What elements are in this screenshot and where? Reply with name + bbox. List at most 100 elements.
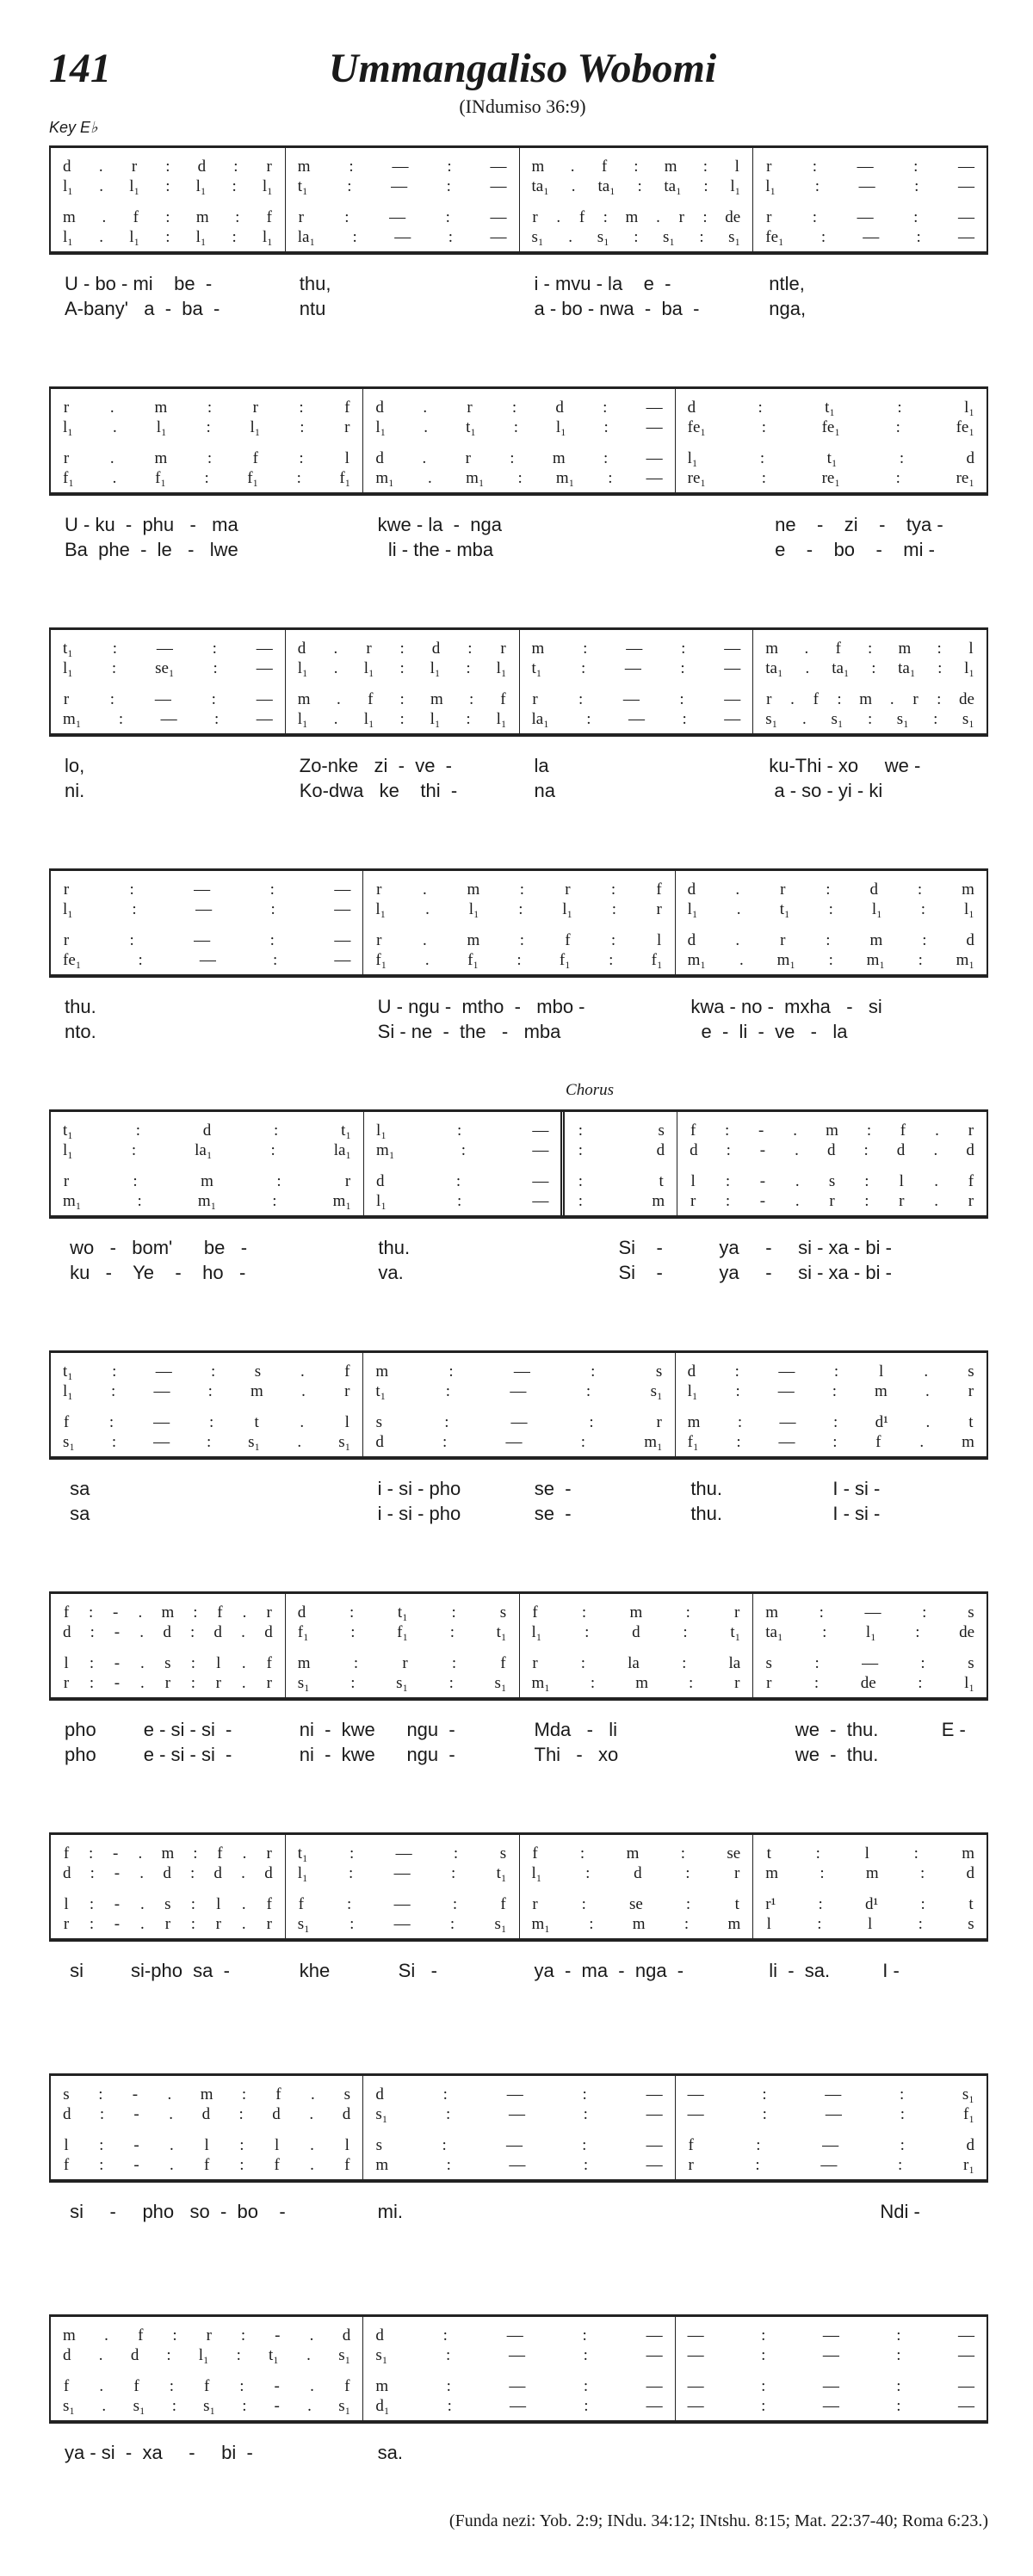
bass-line: l₁. l₁: l₁: l₁: [298, 711, 507, 728]
note: la₁: [195, 1141, 213, 1159]
note: —: [624, 659, 641, 677]
alto-line: m₁: —: [376, 1142, 548, 1159]
tenor-line: r. m: f: l: [63, 450, 350, 467]
beat-separator: :: [270, 1141, 275, 1159]
alto-line: :d: [577, 1142, 665, 1159]
staff-box: d. r: d: r l₁. l₁: l₁: l₁ m. f: m: f l₁. l₁: l₁: l₁ m: —:…: [49, 145, 988, 255]
beat-separator: :: [129, 880, 134, 899]
note: —: [510, 1413, 528, 1431]
bass-line: r: -. r: r. r: [63, 1916, 273, 1933]
note: f: [203, 2156, 210, 2174]
note: —: [646, 398, 663, 417]
beat-separator: :: [867, 710, 873, 728]
lyric-segment: U - bo - mi be -: [65, 273, 213, 294]
beat-separator: .: [736, 900, 741, 918]
note: r: [164, 1674, 171, 1692]
beat-separator: :: [239, 2377, 244, 2395]
alto-line: m: m: d: [765, 1865, 974, 1882]
beat-separator: :: [920, 900, 926, 918]
note: m: [195, 208, 209, 226]
lyrics-line: U - bo - mi be - thu, i - mvu - la e - ntle…: [49, 273, 988, 295]
score-system: r. m: r: f l₁. l₁: l₁: r r. m: f: l f₁. f₁: f₁: f₁ d. r: d…: [49, 386, 988, 602]
beat-separator: :: [591, 1362, 596, 1381]
note: d: [63, 2346, 71, 2364]
note: —: [958, 158, 974, 176]
lyric-segment: we - thu.: [769, 1744, 879, 1765]
beat-separator: :: [207, 449, 213, 467]
staff-box: m. f: r: -. d d. d: l₁: t₁. s₁ f. f: f: -. f s₁. s₁: s₁: -…: [49, 2314, 988, 2424]
beat-separator: :: [699, 228, 704, 246]
beat-separator: :: [232, 177, 237, 195]
alto-line: s₁: —: —: [375, 2347, 662, 2364]
beat-separator: :: [584, 2397, 589, 2415]
note: r: [63, 880, 70, 899]
beat-separator: .: [795, 1141, 799, 1159]
beat-separator: :: [209, 1413, 214, 1431]
soprano-line: f:-.m:f.r: [63, 1845, 273, 1863]
note: s: [765, 1654, 772, 1672]
alto-line: l₁: d: r: [532, 1865, 741, 1882]
note: fe₁: [687, 418, 707, 436]
note: —: [822, 2326, 839, 2344]
note: r: [298, 208, 304, 226]
beat-separator: :: [761, 2346, 766, 2364]
measure: l₁: — m₁: — d: — l₁: —: [363, 1112, 560, 1215]
note: —: [957, 228, 974, 246]
note: —: [822, 2377, 839, 2395]
measure: —: —: — —: —: — —: —: — —: —: —: [674, 2317, 987, 2420]
beat-separator: :: [272, 1192, 277, 1210]
note: s: [254, 1362, 262, 1381]
note: la₁: [531, 710, 549, 728]
beat-separator: :: [232, 228, 237, 246]
beat-separator: :: [937, 659, 943, 677]
note: t₁: [297, 177, 308, 195]
tenor-line: m: —: —: [375, 2378, 662, 2395]
note: fe₁: [765, 228, 784, 246]
note: l₁: [363, 710, 374, 728]
tenor-line: r. f: m. r: de: [765, 691, 974, 708]
note: r: [63, 449, 70, 467]
alto-line: l₁: d: t₁: [532, 1624, 741, 1641]
lyrics-line: Ba phe - le - lwe li - the - mba e - bo …: [49, 539, 988, 561]
beat-separator: .: [423, 880, 427, 899]
beat-separator: :: [457, 1121, 462, 1140]
soprano-line: l₁: —: [376, 1122, 548, 1140]
note: l₁: [198, 2346, 209, 2364]
beat-separator: :: [135, 1121, 140, 1140]
beat-separator: .: [102, 2397, 107, 2415]
beat-separator: :: [129, 931, 134, 949]
beat-separator: :: [448, 228, 454, 246]
bass-line: s₁. s₁: s₁: s₁: [532, 229, 741, 246]
note: f: [344, 2156, 350, 2174]
note: —: [820, 2156, 838, 2174]
beat-separator: :: [895, 469, 900, 487]
note: se₁: [155, 659, 175, 677]
beat-separator: .: [301, 1382, 306, 1400]
note: l: [344, 449, 349, 467]
note: s: [164, 1895, 171, 1913]
note: m: [154, 449, 168, 467]
beat-separator: :: [583, 639, 588, 658]
soprano-line: d. r: d: r: [298, 640, 507, 658]
beat-separator: .: [424, 951, 430, 969]
note: l₁: [531, 1623, 542, 1641]
lyric-segment: ku-Thi - xo we -: [769, 755, 921, 776]
note: —: [334, 931, 351, 949]
note: l: [216, 1895, 221, 1913]
tenor-line: r. f: m. r: de: [532, 209, 741, 226]
soprano-line: m: —: —: [298, 158, 507, 176]
bass-line: r: -. r: r. r: [63, 1675, 273, 1692]
bass-line: s₁. s₁: s₁: s₁: [765, 711, 974, 728]
note: t₁: [826, 449, 838, 467]
beat-separator: .: [300, 1413, 305, 1431]
beat-separator: :: [681, 639, 686, 658]
beat-separator: :: [578, 1172, 584, 1190]
beat-separator: .: [735, 880, 740, 899]
note: t₁: [375, 1382, 387, 1400]
soprano-line: m. f: r: -. d: [63, 2327, 350, 2344]
beat-separator: .: [423, 931, 427, 949]
beat-separator: :: [233, 158, 238, 176]
beat-separator: :: [453, 1844, 459, 1863]
bass-line: m: —: —: [375, 2157, 662, 2174]
